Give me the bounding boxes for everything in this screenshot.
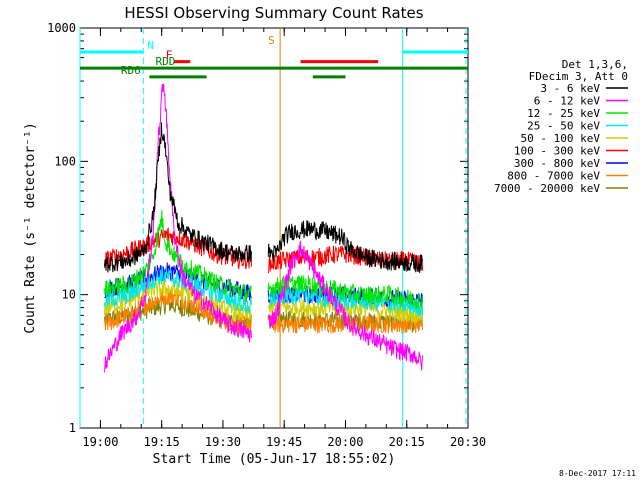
legend-entry-label: 7000 - 20000 keV xyxy=(494,182,600,195)
legend-entry-label: 25 - 50 keV xyxy=(527,120,600,133)
series-line xyxy=(104,209,424,310)
y-tick-label: 1000 xyxy=(47,21,76,35)
chart-title: HESSI Observing Summary Count Rates xyxy=(124,4,423,22)
flag-bar-label: RDD xyxy=(156,55,176,68)
footer-date: 8-Dec-2017 17:11 xyxy=(559,469,636,478)
legend-entry-label: 300 - 800 keV xyxy=(514,157,600,170)
series-line xyxy=(104,83,424,373)
flag-bar-label: F xyxy=(166,49,173,62)
legend-entry-label: 12 - 25 keV xyxy=(527,107,600,120)
x-tick-label: 19:15 xyxy=(144,435,180,449)
x-tick-label: 20:15 xyxy=(389,435,425,449)
legend-entry-label: 3 - 6 keV xyxy=(540,82,600,95)
y-tick-label: 100 xyxy=(54,154,76,168)
legend-header: Det 1,3,6, xyxy=(562,58,628,71)
x-tick-label: 19:00 xyxy=(82,435,118,449)
flag-bar-label: N xyxy=(147,39,154,52)
x-tick-label: 20:00 xyxy=(327,435,363,449)
flag-bar-label: RD6 xyxy=(121,64,141,77)
legend-entry-label: 800 - 7000 keV xyxy=(507,170,600,183)
y-axis-label: Count Rate (s⁻¹ detector⁻¹) xyxy=(23,122,38,333)
legend-header: FDecim 3, Att 0 xyxy=(529,70,628,83)
series-line xyxy=(104,279,423,326)
plot-frame xyxy=(79,27,469,429)
legend-entry-label: 100 - 300 keV xyxy=(514,145,600,158)
time-marker-label: S xyxy=(268,34,275,47)
x-tick-label: 20:30 xyxy=(450,435,486,449)
y-tick-label: 1 xyxy=(69,421,76,435)
x-axis-label: Start Time (05-Jun-17 18:55:02) xyxy=(153,452,396,467)
x-tick-label: 19:30 xyxy=(205,435,241,449)
x-tick-label: 19:45 xyxy=(266,435,302,449)
legend-entry-label: 6 - 12 keV xyxy=(534,95,601,108)
legend-entry-label: 50 - 100 keV xyxy=(521,132,601,145)
y-tick-label: 10 xyxy=(62,288,76,302)
series-line xyxy=(104,122,424,273)
